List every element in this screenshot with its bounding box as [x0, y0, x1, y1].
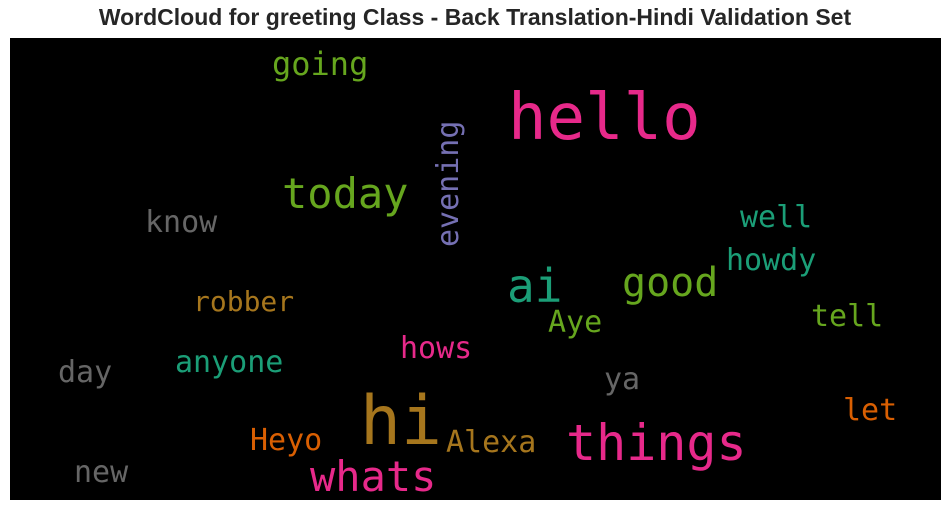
word-robber: robber — [193, 285, 295, 318]
word-let: let — [843, 393, 898, 428]
word-heyo: Heyo — [250, 423, 323, 458]
chart-title: WordCloud for greeting Class - Back Tran… — [98, 4, 852, 30]
word-know: know — [145, 205, 218, 240]
word-evening: evening — [431, 120, 466, 248]
wordcloud-canvas: hello hi things whats today good ai evening goin… — [10, 38, 941, 500]
word-alexa: Alexa — [446, 425, 537, 460]
word-howdy: howdy — [726, 243, 817, 278]
word-things: things — [566, 414, 747, 472]
word-aye: Aye — [548, 305, 603, 340]
word-today: today — [282, 169, 409, 218]
word-hows: hows — [400, 331, 473, 366]
word-new: new — [74, 455, 129, 490]
word-hi: hi — [360, 382, 442, 461]
word-ai: ai — [507, 259, 563, 313]
word-well: well — [740, 200, 813, 235]
word-tell: tell — [811, 299, 884, 334]
word-ya: ya — [604, 362, 641, 397]
word-going: going — [272, 45, 369, 83]
word-hello: hello — [508, 81, 701, 155]
word-good: good — [622, 260, 719, 306]
word-day: day — [58, 355, 113, 390]
word-whats: whats — [310, 452, 437, 500]
word-anyone: anyone — [175, 345, 284, 380]
